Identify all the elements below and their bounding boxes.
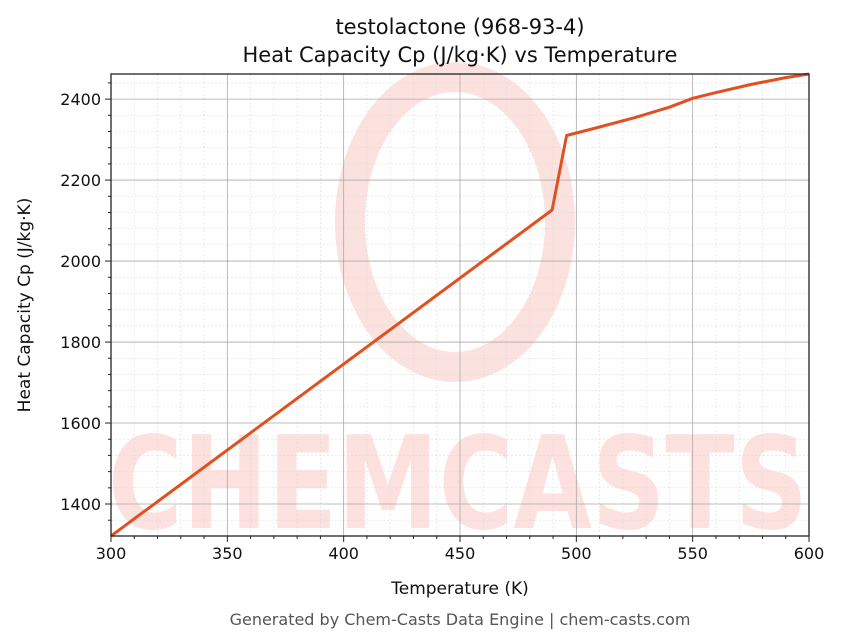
y-tick-label: 2200 <box>60 171 101 190</box>
watermark-text: CHEMCASTS <box>108 410 808 559</box>
chart-title-line2: Heat Capacity Cp (J/kg·K) vs Temperature <box>243 43 678 67</box>
series-line-cp <box>110 72 810 538</box>
x-tick-label: 400 <box>328 544 359 563</box>
watermark: CHEMCASTS <box>108 62 808 559</box>
y-tick-label: 2000 <box>60 252 101 271</box>
x-tick-label: 550 <box>677 544 708 563</box>
x-tick-label: 500 <box>561 544 592 563</box>
x-axis-label: Temperature (K) <box>390 579 529 599</box>
x-tick-label: 350 <box>212 544 243 563</box>
y-tick-label: 1800 <box>60 333 101 352</box>
x-tick-label: 600 <box>794 544 825 563</box>
footer-credit: Generated by Chem-Casts Data Engine | ch… <box>230 610 691 629</box>
chart-title-line1: testolactone (968-93-4) <box>335 15 584 39</box>
y-tick-label: 1400 <box>60 495 101 514</box>
y-axis-label: Heat Capacity Cp (J/kg·K) <box>15 198 35 413</box>
x-tick-label: 300 <box>96 544 127 563</box>
x-tick-label: 450 <box>445 544 476 563</box>
y-tick-label: 2400 <box>60 90 101 109</box>
plot-frame <box>110 73 810 537</box>
y-tick-label: 1600 <box>60 414 101 433</box>
